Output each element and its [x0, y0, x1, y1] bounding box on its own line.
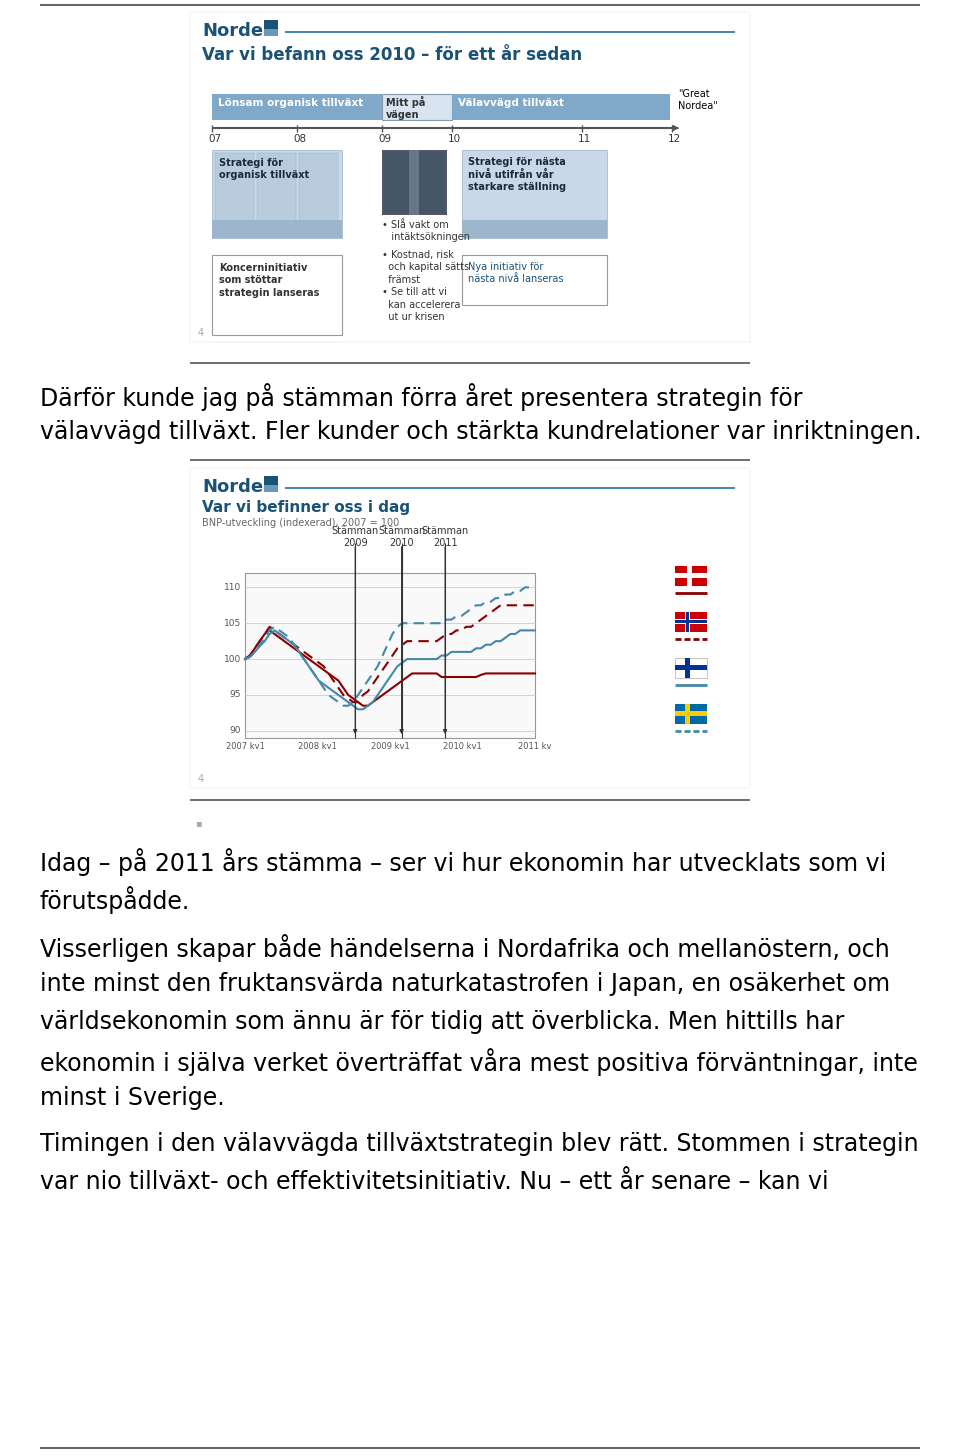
Text: • Kostnad, risk
  och kapital sätts
  främst
• Se till att vi
  kan accelerera
 : • Kostnad, risk och kapital sätts främst…: [382, 250, 469, 322]
Bar: [215, 153, 254, 234]
Text: Var vi befinner oss i dag: Var vi befinner oss i dag: [202, 499, 410, 515]
Bar: [675, 705, 707, 724]
Text: var nio tillväxt- och effektivitetsinitiativ. Nu – ett år senare – kan vi: var nio tillväxt- och effektivitetsiniti…: [40, 1171, 828, 1194]
Bar: [382, 150, 447, 215]
Bar: [264, 485, 278, 492]
Text: • Slå vakt om
   intäktsökningen: • Slå vakt om intäktsökningen: [382, 220, 470, 242]
Bar: [264, 476, 278, 492]
Text: 07: 07: [208, 134, 221, 144]
Text: Välavvägd tillväxt: Välavvägd tillväxt: [458, 98, 564, 108]
Bar: [462, 150, 607, 237]
Text: 2009 kv1: 2009 kv1: [371, 743, 409, 751]
Bar: [190, 12, 750, 342]
Text: förutspådde.: förutspådde.: [40, 887, 190, 914]
Bar: [190, 467, 750, 788]
Bar: [264, 29, 278, 36]
Bar: [675, 711, 707, 716]
Text: Nordea: Nordea: [202, 22, 276, 39]
Bar: [382, 95, 452, 119]
Text: 08: 08: [293, 134, 306, 144]
Text: Strategi för nästa
nivå utifrån vår
starkare ställning: Strategi för nästa nivå utifrån vår star…: [468, 157, 566, 192]
Text: Visserligen skapar både händelserna i Nordafrika och mellanöstern, och: Visserligen skapar både händelserna i No…: [40, 933, 890, 962]
Text: Strategi för
organisk tillväxt: Strategi för organisk tillväxt: [219, 159, 309, 181]
Text: 90: 90: [229, 727, 241, 735]
Bar: [685, 705, 690, 724]
Bar: [675, 574, 707, 578]
Text: inte minst den fruktansvärda naturkatastrofen i Japan, en osäkerhet om: inte minst den fruktansvärda naturkatast…: [40, 973, 890, 996]
Text: Stämman
2010: Stämman 2010: [378, 526, 425, 549]
Text: Timingen i den välavvägda tillväxtstrategin blev rätt. Stommen i strategin: Timingen i den välavvägda tillväxtstrate…: [40, 1131, 919, 1156]
Bar: [685, 612, 690, 632]
Bar: [384, 151, 445, 213]
Text: Lönsam organisk tillväxt: Lönsam organisk tillväxt: [218, 98, 363, 108]
Text: Stämman
2011: Stämman 2011: [421, 526, 468, 549]
Bar: [212, 255, 342, 335]
Bar: [685, 658, 690, 678]
Text: 12: 12: [668, 134, 682, 144]
Text: Därför kunde jag på stämman förra året presentera strategin för: Därför kunde jag på stämman förra året p…: [40, 383, 803, 411]
Bar: [675, 612, 707, 632]
Text: 4: 4: [198, 328, 204, 338]
Text: BNP-utveckling (indexerad), 2007 = 100: BNP-utveckling (indexerad), 2007 = 100: [202, 518, 399, 529]
Text: ekonomin i själva verket överträffat våra mest positiva förväntningar, inte: ekonomin i själva verket överträffat vår…: [40, 1048, 918, 1076]
Text: "Great
Nordea": "Great Nordea": [678, 89, 718, 112]
Text: 11: 11: [578, 134, 591, 144]
Bar: [687, 566, 692, 585]
Text: världsekonomin som ännu är för tidig att överblicka. Men hittills har: världsekonomin som ännu är för tidig att…: [40, 1010, 845, 1034]
Text: 110: 110: [224, 582, 241, 591]
Text: 105: 105: [224, 619, 241, 628]
Bar: [257, 153, 296, 234]
Bar: [462, 220, 607, 237]
Text: 2010 kv1: 2010 kv1: [444, 743, 482, 751]
Bar: [675, 619, 707, 625]
Bar: [675, 620, 707, 623]
Text: välavvägd tillväxt. Fler kunder och stärkta kundrelationer var inriktningen.: välavvägd tillväxt. Fler kunder och stär…: [40, 419, 922, 444]
Text: Nordea: Nordea: [202, 478, 276, 496]
Bar: [452, 95, 670, 119]
Text: 2007 kv1: 2007 kv1: [226, 743, 264, 751]
Text: 2008 kv1: 2008 kv1: [298, 743, 337, 751]
Bar: [675, 665, 707, 670]
Bar: [245, 574, 535, 738]
Text: Nya initiativ för
nästa nivå lanseras: Nya initiativ för nästa nivå lanseras: [468, 262, 564, 284]
Text: Koncerninitiativ
som stöttar
strategin lanseras: Koncerninitiativ som stöttar strategin l…: [219, 264, 320, 298]
Text: 10: 10: [448, 134, 461, 144]
Text: Idag – på 2011 års stämma – ser vi hur ekonomin har utvecklats som vi: Idag – på 2011 års stämma – ser vi hur e…: [40, 847, 886, 877]
Text: 2011 kv: 2011 kv: [518, 743, 552, 751]
Text: Var vi befann oss 2010 – för ett år sedan: Var vi befann oss 2010 – för ett år seda…: [202, 47, 582, 64]
Text: Stämman
2009: Stämman 2009: [331, 526, 379, 549]
Bar: [212, 95, 382, 119]
Bar: [675, 566, 707, 585]
Text: 09: 09: [378, 134, 391, 144]
Bar: [409, 150, 419, 215]
Text: ▪: ▪: [195, 818, 202, 828]
Text: 100: 100: [224, 655, 241, 664]
Text: 95: 95: [229, 690, 241, 699]
Text: 4: 4: [198, 775, 204, 783]
Bar: [675, 658, 707, 678]
Text: minst i Sverige.: minst i Sverige.: [40, 1086, 225, 1109]
Bar: [686, 612, 689, 632]
Bar: [212, 150, 342, 237]
Bar: [212, 220, 342, 237]
Bar: [462, 255, 607, 304]
Bar: [299, 153, 338, 234]
Bar: [264, 20, 278, 36]
Text: Mitt på
vägen: Mitt på vägen: [386, 96, 425, 121]
